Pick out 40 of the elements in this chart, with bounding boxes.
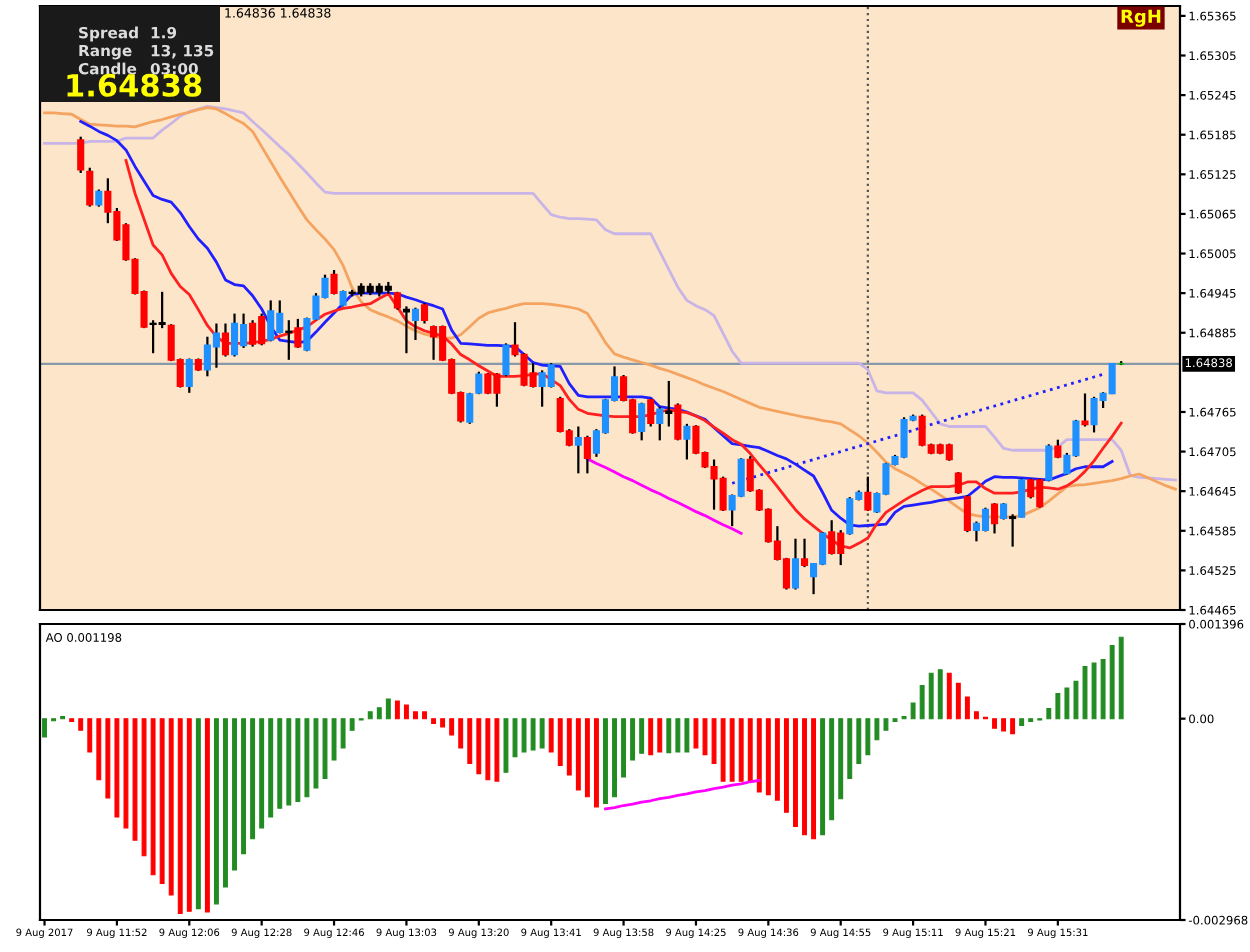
candlestick — [267, 299, 275, 343]
candlestick — [502, 342, 510, 378]
candlestick — [212, 322, 220, 369]
candlestick — [1009, 513, 1017, 548]
candlestick — [665, 379, 673, 428]
candlestick — [638, 401, 646, 442]
candlestick — [411, 306, 420, 342]
candlestick — [77, 135, 85, 175]
candlestick — [230, 312, 239, 358]
candlestick — [330, 268, 338, 296]
candlestick — [990, 501, 999, 535]
candlestick — [86, 166, 94, 208]
candlestick — [185, 357, 193, 394]
candlestick — [1108, 362, 1116, 396]
candlestick — [402, 305, 410, 355]
candlestick — [547, 362, 555, 389]
candlestick — [221, 322, 230, 358]
candlestick — [574, 425, 582, 475]
candlestick — [656, 405, 664, 442]
candlestick — [846, 496, 854, 536]
candlestick — [954, 470, 962, 495]
candlestick — [249, 319, 257, 348]
candlestick — [430, 324, 438, 361]
candlestick — [828, 519, 836, 556]
candlestick — [800, 537, 809, 569]
candlestick — [683, 422, 691, 461]
candlestick — [647, 397, 655, 428]
candlestick — [285, 319, 293, 361]
candlestick — [791, 537, 800, 591]
candlestick — [420, 301, 429, 325]
line-series — [604, 779, 761, 811]
annotation: 1.64838 — [67, 73, 202, 97]
candlestick — [583, 434, 591, 475]
candlestick — [1081, 392, 1089, 428]
candlestick — [158, 290, 166, 330]
candlestick — [1045, 443, 1053, 483]
annotation: RgH — [1121, 9, 1161, 27]
candlestick — [864, 475, 872, 513]
line-series — [730, 372, 1105, 485]
candlestick — [963, 494, 971, 534]
